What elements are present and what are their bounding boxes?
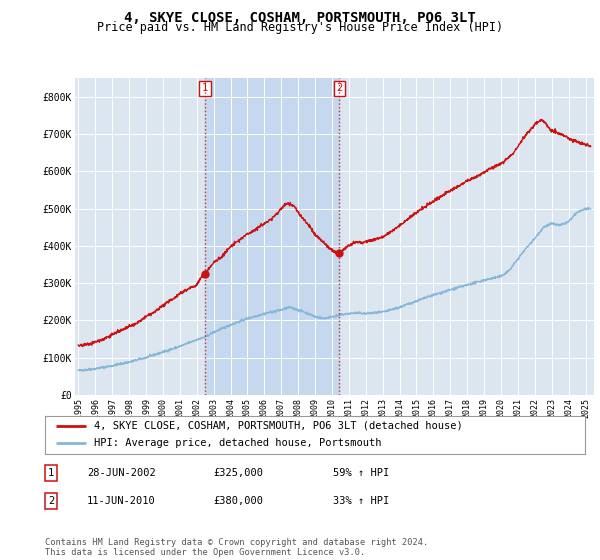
Text: 1: 1 <box>202 83 208 93</box>
Text: 4, SKYE CLOSE, COSHAM, PORTSMOUTH, PO6 3LT (detached house): 4, SKYE CLOSE, COSHAM, PORTSMOUTH, PO6 3… <box>94 421 463 431</box>
Text: 4, SKYE CLOSE, COSHAM, PORTSMOUTH, PO6 3LT: 4, SKYE CLOSE, COSHAM, PORTSMOUTH, PO6 3… <box>124 11 476 25</box>
Text: £325,000: £325,000 <box>213 468 263 478</box>
Text: HPI: Average price, detached house, Portsmouth: HPI: Average price, detached house, Port… <box>94 438 381 449</box>
Bar <box>205 78 340 395</box>
Text: 59% ↑ HPI: 59% ↑ HPI <box>333 468 389 478</box>
Text: 2: 2 <box>336 83 343 93</box>
Text: £380,000: £380,000 <box>213 496 263 506</box>
Text: Price paid vs. HM Land Registry's House Price Index (HPI): Price paid vs. HM Land Registry's House … <box>97 21 503 34</box>
Text: Contains HM Land Registry data © Crown copyright and database right 2024.
This d: Contains HM Land Registry data © Crown c… <box>45 538 428 557</box>
Text: 1: 1 <box>48 468 54 478</box>
Text: 11-JUN-2010: 11-JUN-2010 <box>87 496 156 506</box>
Text: 2: 2 <box>48 496 54 506</box>
Text: 33% ↑ HPI: 33% ↑ HPI <box>333 496 389 506</box>
Text: 28-JUN-2002: 28-JUN-2002 <box>87 468 156 478</box>
